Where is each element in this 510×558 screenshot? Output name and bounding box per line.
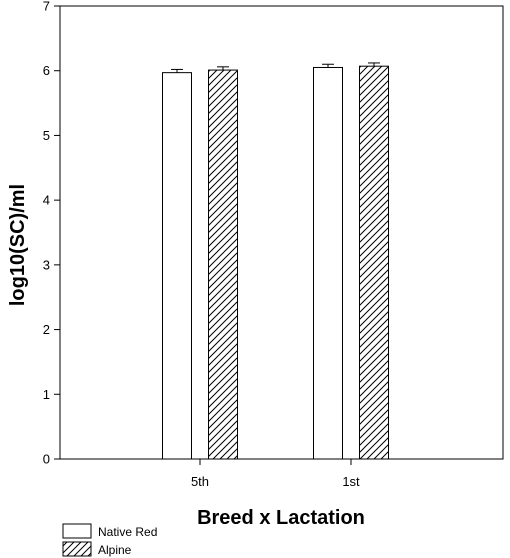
bar-native-red-5th (162, 72, 192, 460)
bar-native-red-1st (313, 66, 343, 460)
legend: Native Red Alpine (62, 523, 157, 557)
y-tick-label: 5 (43, 128, 50, 143)
legend-label-alpine: Alpine (98, 543, 132, 557)
x-axis-title: Breed x Lactation (197, 507, 365, 529)
y-tick-label: 3 (43, 257, 50, 272)
x-tick-label: 1st (342, 474, 360, 489)
y-tick-label: 7 (43, 0, 50, 14)
y-tick-label: 1 (43, 387, 50, 402)
legend-swatch-alpine (62, 541, 92, 557)
y-tick-label: 4 (43, 193, 50, 208)
bar-alpine-1st (359, 65, 389, 460)
y-tick-label: 0 (43, 452, 50, 467)
x-tick-label: 5th (191, 474, 209, 489)
y-axis-title: log10(SC)/ml (7, 184, 29, 306)
y-tick-label: 2 (43, 322, 50, 337)
legend-swatch-native-red (62, 523, 92, 539)
plot-frame (59, 5, 504, 460)
y-tick-label: 6 (43, 63, 50, 78)
bar-alpine-5th (208, 69, 238, 460)
legend-label-native-red: Native Red (98, 525, 157, 539)
